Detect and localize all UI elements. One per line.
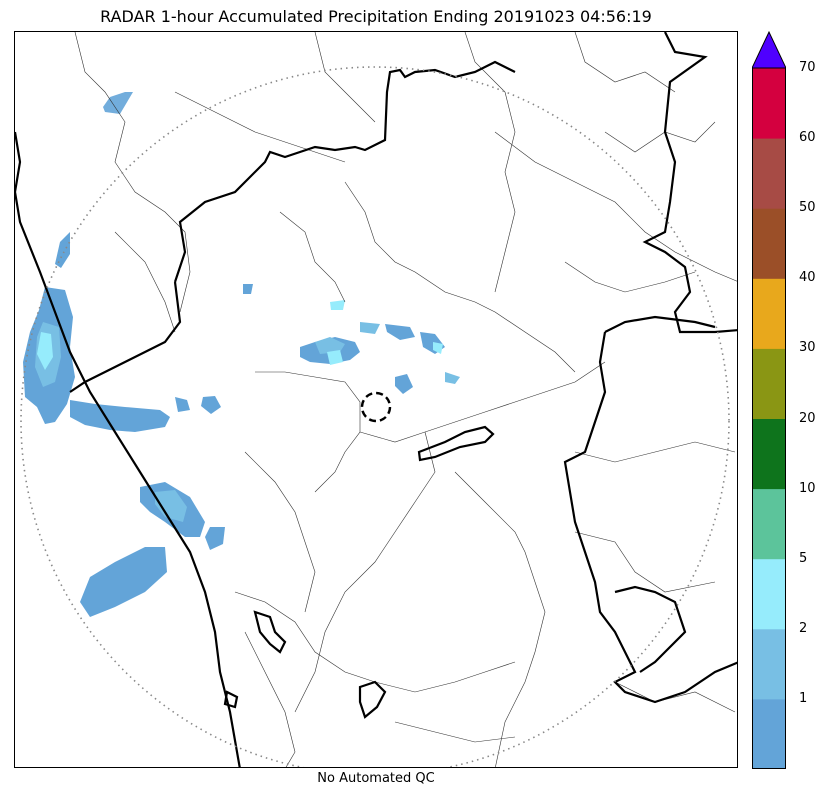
colorbar-band [752,278,786,349]
colorbar-band [752,348,786,419]
colorbar-tick-label: 40 [799,270,816,286]
colorbar-tick-label: 20 [799,410,816,426]
map-title: RADAR 1-hour Accumulated Precipitation E… [100,7,652,26]
colorbar-tick-label: 50 [799,200,816,216]
radar-map[interactable] [14,31,738,768]
radar-site-marker [360,391,392,423]
colorbar-band [752,68,786,139]
colorbar-band [752,208,786,279]
colorbar-tick-label: 1 [799,690,808,706]
colorbar-tick-label: 70 [799,60,816,75]
colorbar-tick-label: 30 [799,340,816,356]
colorbar-band [752,488,786,560]
colorbar-tick-label: 60 [799,130,816,146]
colorbar-band [752,418,786,490]
colorbar-band [752,138,786,209]
precip-west-coast [23,92,253,617]
colorbar-tick-label: 2 [799,620,808,636]
radar-map-canvas [15,32,737,767]
colorbar-band [752,558,786,630]
colorbar-outline [752,67,786,769]
colorbar-bands [752,68,786,769]
range-ring [20,66,730,767]
colorbar-band [752,698,786,769]
precip-central [300,300,460,394]
colorbar [752,30,786,769]
colorbar-extend-arrow [752,30,786,69]
colorbar-band [752,628,786,700]
colorbar-tick-label: 5 [799,550,808,566]
colorbar-tick-label: 10 [799,480,816,496]
state-boundaries [15,32,737,767]
qc-note: No Automated QC [317,771,435,786]
district-boundaries [74,32,737,767]
